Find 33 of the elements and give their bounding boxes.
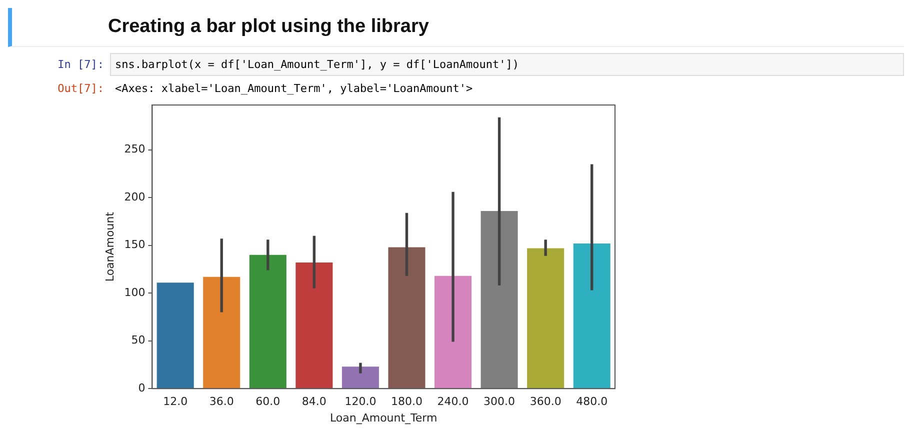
chart-title: Creating a bar plot using the library xyxy=(108,16,429,37)
bar xyxy=(156,282,194,388)
x-tick-label: 12.0 xyxy=(163,395,188,408)
bar xyxy=(203,276,240,388)
bar xyxy=(573,243,610,388)
x-tick-label: 36.0 xyxy=(209,395,234,408)
y-tick-label: 50 xyxy=(131,334,146,347)
bar xyxy=(342,366,379,388)
bar xyxy=(434,276,472,388)
x-tick-label: 180.0 xyxy=(390,395,422,408)
text: <Axes: xlabel='Loan_Amount_Term', ylabel='LoanAmount'> xyxy=(114,82,473,95)
x-tick-label: 240.0 xyxy=(437,395,469,408)
y-tick-label: 150 xyxy=(124,238,146,252)
x-tick-label: 60.0 xyxy=(256,395,280,408)
y-tick-label: 200 xyxy=(124,190,146,204)
x-tick-label: 300.0 xyxy=(484,395,516,408)
x-tick-label: 84.0 xyxy=(302,395,326,408)
bar xyxy=(296,262,333,388)
bar xyxy=(480,210,518,388)
x-tick-label: 120.0 xyxy=(344,395,376,408)
bar xyxy=(527,248,564,388)
text: In [7]: xyxy=(56,58,105,71)
x-tick-label: 480.0 xyxy=(576,395,608,408)
x-axis-title: Loan_Amount_Term xyxy=(330,411,438,424)
y-axis-title: LoanAmount xyxy=(103,211,116,282)
y-tick-label: 100 xyxy=(124,286,146,299)
text: Out[7]: xyxy=(56,82,105,95)
bar xyxy=(249,254,286,388)
y-tick-label: 250 xyxy=(124,142,146,156)
y-tick-label: 0 xyxy=(138,381,146,394)
bar xyxy=(388,247,426,388)
x-tick-label: 360.0 xyxy=(530,395,562,408)
text: sns.barplot(x = df['Loan_Amount_Term'], y = df['LoanAmount']) xyxy=(110,53,904,76)
